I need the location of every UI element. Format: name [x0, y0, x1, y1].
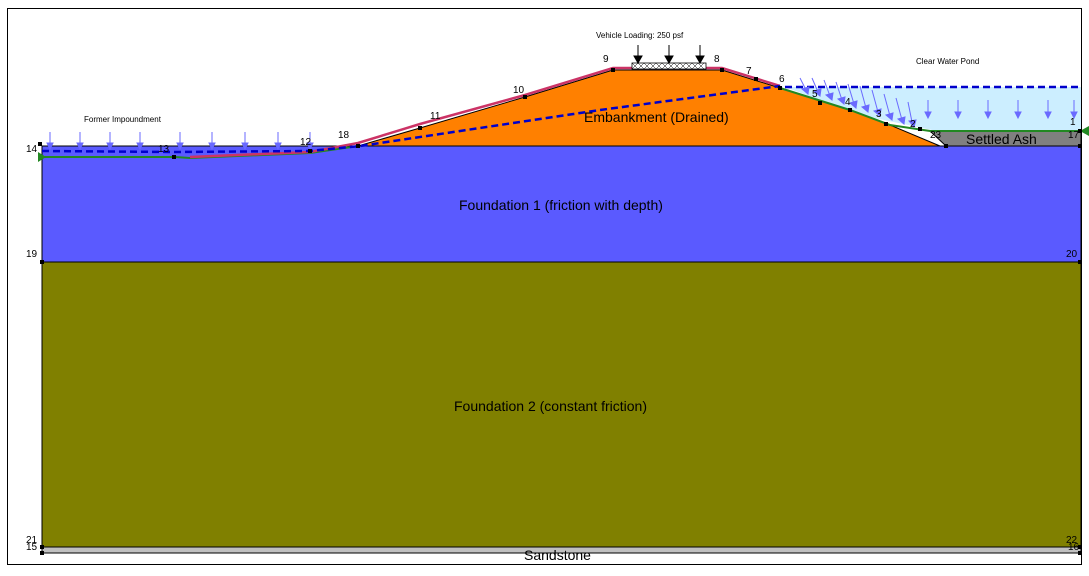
foundation1-region — [41, 145, 1082, 263]
foundation1-label: Foundation 1 (friction with depth) — [459, 197, 663, 213]
foundation2-region — [41, 261, 1082, 548]
foundation2-label: Foundation 2 (constant friction) — [454, 398, 647, 414]
point-label-23: 23 — [930, 130, 942, 141]
point-label-5: 5 — [812, 89, 818, 100]
point-label-16: 16 — [1068, 542, 1080, 553]
point-label-2: 2 — [910, 119, 916, 130]
point-label-20: 20 — [1066, 249, 1078, 260]
pond-water-arrows — [799, 77, 1078, 129]
right-end-marker — [1080, 126, 1089, 136]
embankment-region — [357, 69, 941, 147]
point-label-10: 10 — [513, 85, 525, 96]
point-label-13: 13 — [158, 144, 170, 155]
vehicle-load-arrows — [633, 45, 705, 65]
point-label-15: 15 — [26, 542, 38, 553]
point-label-1: 1 — [1070, 117, 1076, 128]
former-impoundment-label: Former Impoundment — [84, 115, 162, 124]
point-label-17: 17 — [1068, 130, 1080, 141]
point-label-18: 18 — [338, 130, 350, 141]
point-label-8: 8 — [714, 54, 720, 65]
pond-water — [785, 87, 1081, 131]
sandstone-label: Sandstone — [524, 547, 591, 563]
point-label-3: 3 — [876, 109, 882, 120]
ground-line-right — [779, 87, 1081, 132]
piezometric-line-left — [41, 84, 781, 154]
point-label-11: 11 — [430, 111, 441, 122]
point-label-14: 14 — [26, 144, 38, 155]
settled-ash-label: Settled Ash — [966, 131, 1037, 147]
point-label-6: 6 — [779, 74, 785, 85]
point-label-4: 4 — [845, 97, 851, 108]
ground-line-left — [42, 145, 359, 160]
clear-water-pond-label: Clear Water Pond — [916, 57, 979, 66]
point-label-9: 9 — [603, 54, 609, 65]
point-label-12: 12 — [300, 137, 312, 148]
point-label-21: 21 — [26, 535, 38, 546]
point-label-7: 7 — [746, 66, 752, 77]
vehicle-load-hatch — [631, 62, 705, 70]
left-end-marker — [38, 152, 46, 162]
impoundment-water-arrows — [46, 132, 314, 151]
point-label-22: 22 — [1066, 535, 1078, 546]
vehicle-loading-label: Vehicle Loading: 250 psf — [596, 31, 684, 40]
node-markers — [38, 68, 1082, 555]
point-label-19: 19 — [26, 249, 38, 260]
sandstone-region — [41, 546, 1082, 554]
embankment-label: Embankment (Drained) — [584, 109, 729, 125]
